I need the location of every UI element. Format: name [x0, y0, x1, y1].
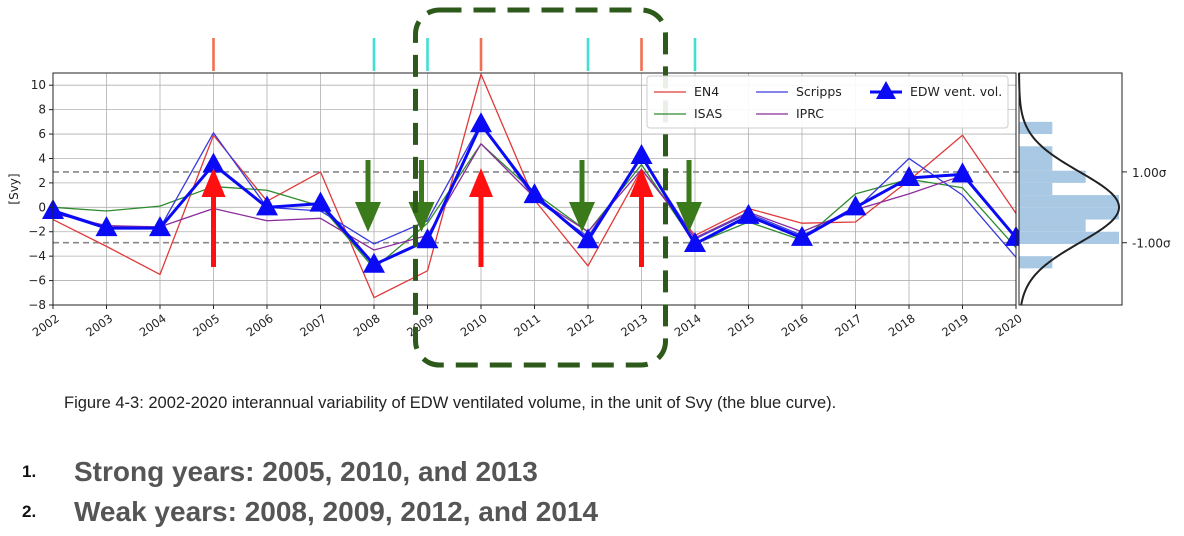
data-point-triangle [951, 162, 974, 183]
list-number: 1. [22, 462, 37, 481]
x-tick-label: 2002 [30, 311, 62, 339]
y-tick-label: 4 [38, 151, 46, 165]
list-number: 2. [22, 502, 37, 521]
histogram-bar [1019, 170, 1086, 183]
histogram-bar [1019, 231, 1119, 244]
x-tick-label: 2008 [351, 311, 383, 339]
data-point-triangle [577, 228, 599, 249]
data-point-triangle [416, 228, 439, 249]
data-point-triangle [791, 225, 813, 246]
x-tick-label: 2017 [832, 311, 864, 339]
strong-year-arrow-shaft [211, 195, 216, 267]
normal-distribution-curve [1018, 72, 1121, 306]
data-point-triangle [202, 152, 225, 173]
edw-ventilation-figure: 1.00σ -1.00σ −8 −6 −4 −2 0 2 4 6 8 10 2002 2003 2004 20… [7, 7, 1171, 368]
y-tick-label: −2 [28, 225, 46, 239]
weak-year-arrow-head [676, 202, 702, 232]
weak-year-arrow-head [355, 202, 381, 232]
y-axis-label: [Svy] [7, 173, 21, 204]
data-point-triangle [737, 203, 760, 224]
data-point-triangle [149, 216, 171, 237]
legend-label: EN4 [694, 84, 719, 99]
y-tick-label: 0 [38, 200, 46, 214]
legend-label: ISAS [694, 106, 722, 121]
x-tick-label: 2014 [672, 311, 704, 339]
strong-year-arrow-head [201, 168, 226, 197]
x-tick-label: 2007 [297, 311, 329, 339]
data-point-triangle [523, 183, 546, 204]
legend-label: EDW vent. vol. [910, 84, 1002, 99]
strong-year-arrow-head [469, 168, 493, 197]
histogram-bar [1019, 219, 1086, 232]
weak-year-arrow-shaft [365, 160, 371, 205]
y-tick-label: 6 [38, 127, 46, 141]
legend-triangle-marker [876, 81, 896, 99]
data-point-triangle [470, 112, 492, 133]
summary-list: 1. Strong years: 2005, 2010, and 2013 2.… [22, 452, 598, 532]
data-point-triangle [630, 144, 653, 165]
histogram-bar [1019, 207, 1119, 220]
x-tick-label: 2011 [511, 311, 543, 339]
x-tick-label: 2006 [244, 311, 276, 339]
weak-year-arrow-head [569, 202, 595, 232]
data-point-triangle [309, 191, 332, 212]
x-tick-label: 2010 [458, 311, 490, 339]
y-tick-label: 8 [38, 103, 46, 117]
y-tick-label: −8 [28, 298, 46, 312]
figure-caption: Figure 4-3: 2002-2020 interannual variab… [64, 394, 837, 412]
weak-year-arrow-shaft [686, 160, 692, 205]
strong-years-text: Strong years: 2005, 2010, and 2013 [74, 456, 538, 487]
y-tick-label: 2 [38, 176, 46, 190]
strong-year-arrow-shaft [639, 195, 644, 267]
x-tick-label: 2003 [83, 311, 115, 339]
list-item-weak-years: 2. Weak years: 2008, 2009, 2012, and 201… [22, 492, 598, 532]
x-tick-label: 2004 [137, 311, 169, 339]
x-tick-label: 2009 [404, 311, 436, 339]
legend-label: Scripps [796, 84, 842, 99]
strong-year-arrow-shaft [478, 195, 484, 267]
histogram-bar [1019, 121, 1053, 135]
distribution-panel-frame [1018, 72, 1123, 306]
data-point-triangle [256, 195, 278, 216]
x-tick-label: 2016 [779, 311, 811, 339]
x-tick-label: 2005 [190, 311, 222, 339]
data-point-triangle [898, 166, 920, 187]
highlight-box [413, 7, 668, 368]
data-point-triangle [844, 195, 867, 216]
x-tick-label: 2012 [565, 311, 597, 339]
x-tick-label: 2020 [993, 311, 1025, 339]
histogram-bar [1019, 256, 1053, 269]
histogram-bar [1019, 146, 1053, 159]
y-tick-label: −4 [28, 249, 46, 263]
legend: EN4 ISAS Scripps IPRC EDW vent. vol. [646, 75, 1009, 129]
weak-year-arrow-shaft [419, 160, 424, 205]
data-point-triangle [95, 216, 118, 237]
legend-frame [646, 75, 1009, 129]
sigma-label: -1.00σ [1132, 237, 1171, 251]
strong-year-arrow-head [629, 168, 654, 197]
data-point-triangle [363, 252, 385, 273]
weak-year-arrow-shaft [579, 160, 585, 205]
histogram-bar [1019, 195, 1119, 208]
weak-years-text: Weak years: 2008, 2009, 2012, and 2014 [74, 496, 599, 527]
y-tick-label: 10 [31, 78, 46, 92]
data-point-triangle [684, 231, 706, 252]
y-tick-label: −6 [28, 274, 46, 288]
legend-label: IPRC [796, 106, 824, 121]
x-tick-label: 2013 [618, 311, 650, 339]
sigma-label: 1.00σ [1132, 166, 1167, 180]
list-item-strong-years: 1. Strong years: 2005, 2010, and 2013 [22, 452, 598, 492]
x-tick-label: 2015 [725, 311, 757, 339]
x-tick-label: 2018 [886, 311, 918, 339]
histogram-bar [1019, 158, 1053, 171]
histogram-bar [1019, 182, 1053, 196]
x-tick-label: 2019 [939, 311, 971, 339]
